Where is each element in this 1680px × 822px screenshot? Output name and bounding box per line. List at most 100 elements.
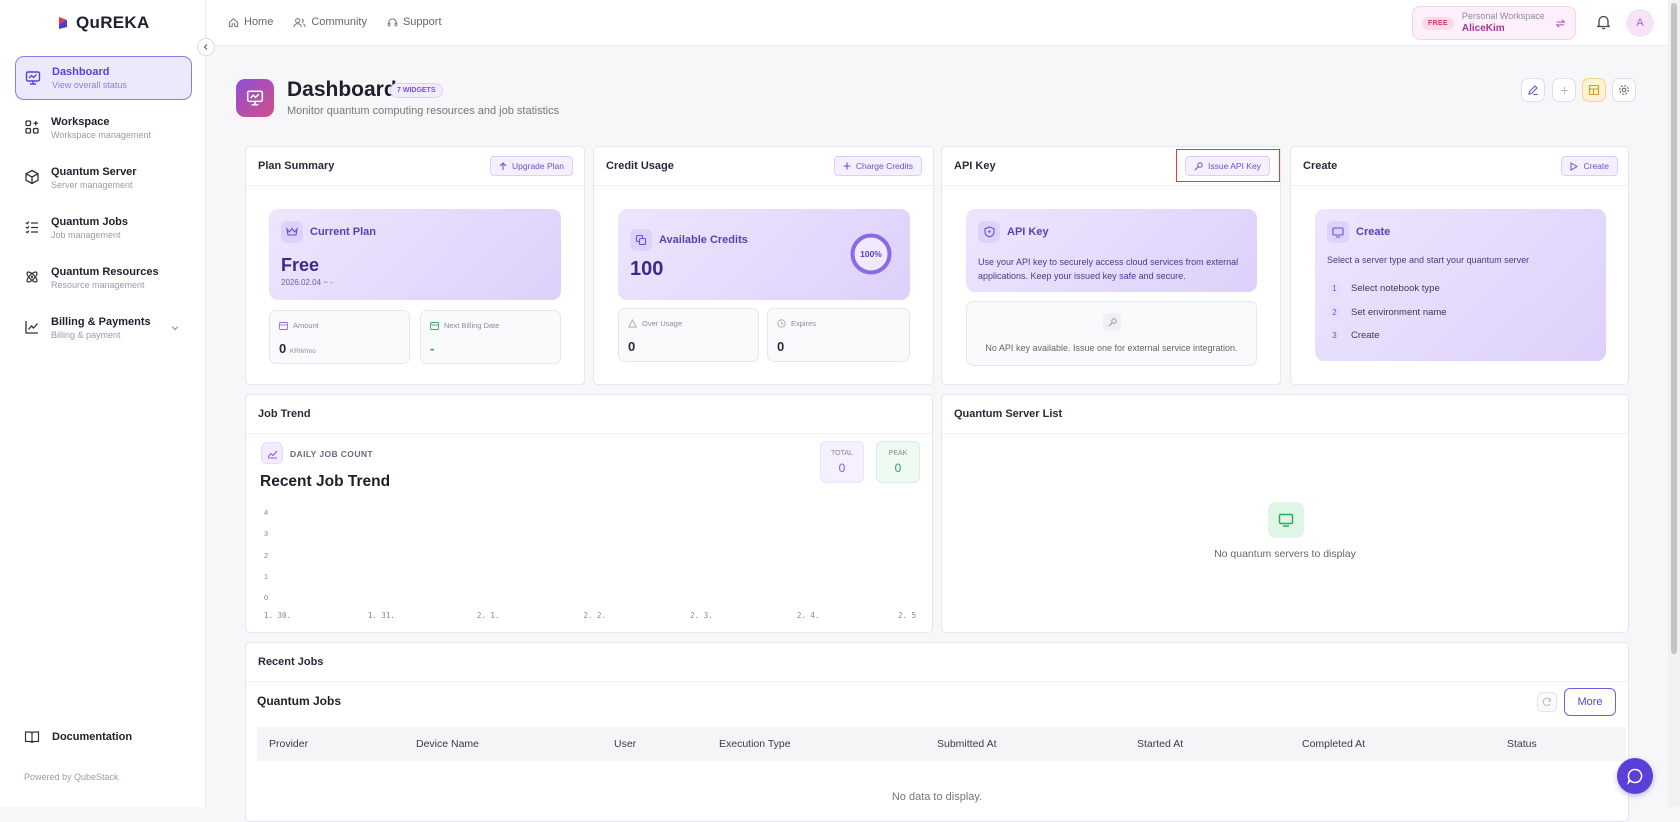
card-icon (279, 321, 288, 330)
create-button[interactable]: Create (1561, 156, 1618, 176)
grid-plus-icon (25, 120, 39, 134)
logo-icon (59, 17, 67, 29)
sidebar-item-workspace[interactable]: Workspace Workspace management (15, 106, 192, 150)
charge-credits-button[interactable]: Charge Credits (833, 156, 922, 176)
chevron-down-icon[interactable] (170, 323, 180, 333)
panel-title: Create (1356, 226, 1391, 238)
x-tick-label: 1. 31. (367, 611, 395, 620)
atom-icon (26, 271, 38, 283)
total-value: 0 (838, 461, 846, 475)
nav-community-label: Community (311, 16, 367, 28)
x-tick-label: 2. 1. (476, 611, 500, 620)
create-panel: Create Select a server type and start yo… (1315, 209, 1606, 361)
documentation-link[interactable]: Documentation (24, 730, 132, 744)
issue-api-key-button[interactable]: Issue API Key (1185, 156, 1270, 176)
home-icon (228, 17, 239, 27)
monitor-chart-icon (25, 71, 41, 85)
credits-value: 100 (630, 258, 664, 280)
refresh-button[interactable] (1537, 692, 1557, 712)
available-credits-panel: Available Credits 100 100% (618, 209, 910, 300)
x-tick-label: 1. 30. (264, 611, 292, 620)
workspace-label: Personal Workspace (1461, 11, 1545, 21)
step-number: 2 (1327, 305, 1342, 320)
nav-community[interactable]: Community (293, 16, 367, 28)
sidebar-item-dashboard[interactable]: Dashboard View overall status (15, 56, 192, 100)
sidebar-item-quantum-jobs[interactable]: Quantum Jobs Job management (15, 206, 192, 250)
nav-support[interactable]: Support (387, 16, 442, 28)
book-icon (24, 731, 40, 744)
column-header[interactable]: Started At (1137, 738, 1184, 750)
sidebar-item-quantum-server[interactable]: Quantum Server Server management (15, 156, 192, 200)
credits-percent: 100% (860, 249, 882, 259)
logo[interactable]: QuREKA (56, 13, 150, 33)
y-tick-label: 0 (264, 593, 269, 602)
card-title: Recent Jobs (258, 656, 324, 668)
edit-icon (1528, 85, 1538, 96)
line-chart-icon (25, 321, 38, 334)
billing-value: - (430, 341, 435, 356)
amount-unit: KRW/mo (289, 348, 316, 355)
sidebar-item-label: Billing & Payments (51, 315, 151, 328)
panel-title: Current Plan (310, 226, 377, 238)
layout-button[interactable] (1582, 78, 1606, 102)
sidebar-item-sub: Job management (51, 229, 121, 240)
create-button-label: Create (1583, 161, 1609, 171)
step-label: Set environment name (1351, 307, 1447, 318)
api-key-description-line: applications. Keep your issued key safe … (978, 271, 1186, 281)
workspace-user: AliceKim (1461, 23, 1505, 34)
credits-progress-ring (850, 233, 892, 275)
card-title: API Key (954, 160, 996, 172)
settings-button[interactable] (1612, 78, 1636, 102)
x-tick-label: 2. 3. (690, 611, 713, 620)
sidebar-item-label: Quantum Server (51, 165, 137, 178)
sidebar-item-billing[interactable]: Billing & Payments Billing & payment (15, 306, 192, 350)
chat-button[interactable] (1617, 758, 1653, 794)
daily-job-count-label: DAILY JOB COUNT (290, 449, 373, 459)
workspace-switcher[interactable]: FREE Personal Workspace AliceKim (1412, 6, 1576, 40)
sidebar-item-label: Quantum Jobs (51, 215, 129, 228)
cube-icon (25, 169, 39, 185)
over-usage-box: Over Usage 0 (618, 308, 759, 362)
column-header[interactable]: User (614, 738, 637, 750)
page-subtitle: Monitor quantum computing resources and … (287, 105, 560, 117)
total-box: TOTAL 0 (820, 441, 864, 483)
create-description: Select a server type and start your quan… (1327, 255, 1530, 265)
upgrade-plan-button[interactable]: Upgrade Plan (490, 156, 573, 176)
job-trend-card: Job Trend (245, 394, 933, 633)
sidebar-item-label: Workspace (51, 115, 110, 128)
sidebar-item-sub: Server management (51, 179, 133, 190)
expires-value: 0 (777, 339, 785, 354)
no-servers-text: No quantum servers to display (1214, 548, 1356, 560)
add-widget-button[interactable] (1552, 78, 1576, 102)
plus-icon (1560, 86, 1568, 94)
expires-box: Expires 0 (767, 308, 910, 362)
crown-icon (281, 221, 303, 243)
column-header[interactable]: Provider (269, 738, 309, 750)
column-header[interactable]: Device Name (416, 738, 480, 750)
nav-home[interactable]: Home (228, 16, 273, 28)
column-header[interactable]: Submitted At (937, 738, 997, 750)
plan-summary-card: Plan Summary Upgrade Plan Current Plan F… (245, 146, 585, 385)
users-icon (293, 17, 306, 27)
amount-box: Amount 0 KRW/mo (269, 310, 410, 364)
bell-icon (1596, 15, 1611, 30)
scrollbar-thumb[interactable] (1671, 3, 1677, 654)
issue-api-key-label: Issue API Key (1208, 161, 1261, 171)
coins-icon (630, 229, 652, 251)
column-header[interactable]: Status (1507, 738, 1537, 750)
y-tick-label: 3 (264, 529, 269, 539)
api-key-empty-box: No API key available. Issue one for exte… (966, 301, 1257, 366)
sidebar-item-quantum-resources[interactable]: Quantum Resources Resource management (15, 256, 192, 300)
expires-label: Expires (791, 319, 817, 328)
column-header[interactable]: Completed At (1302, 738, 1366, 750)
more-button[interactable]: More (1564, 688, 1616, 716)
step-label: Select notebook type (1351, 283, 1440, 294)
key-icon (1194, 161, 1203, 170)
next-billing-box: Next Billing Date - (420, 310, 561, 364)
notification-button[interactable] (1596, 14, 1611, 30)
chat-icon (1627, 768, 1643, 785)
column-header[interactable]: Execution Type (719, 738, 791, 750)
avatar[interactable]: A (1626, 9, 1654, 37)
sidebar-collapse-button[interactable] (197, 38, 215, 56)
edit-layout-button[interactable] (1521, 78, 1545, 102)
